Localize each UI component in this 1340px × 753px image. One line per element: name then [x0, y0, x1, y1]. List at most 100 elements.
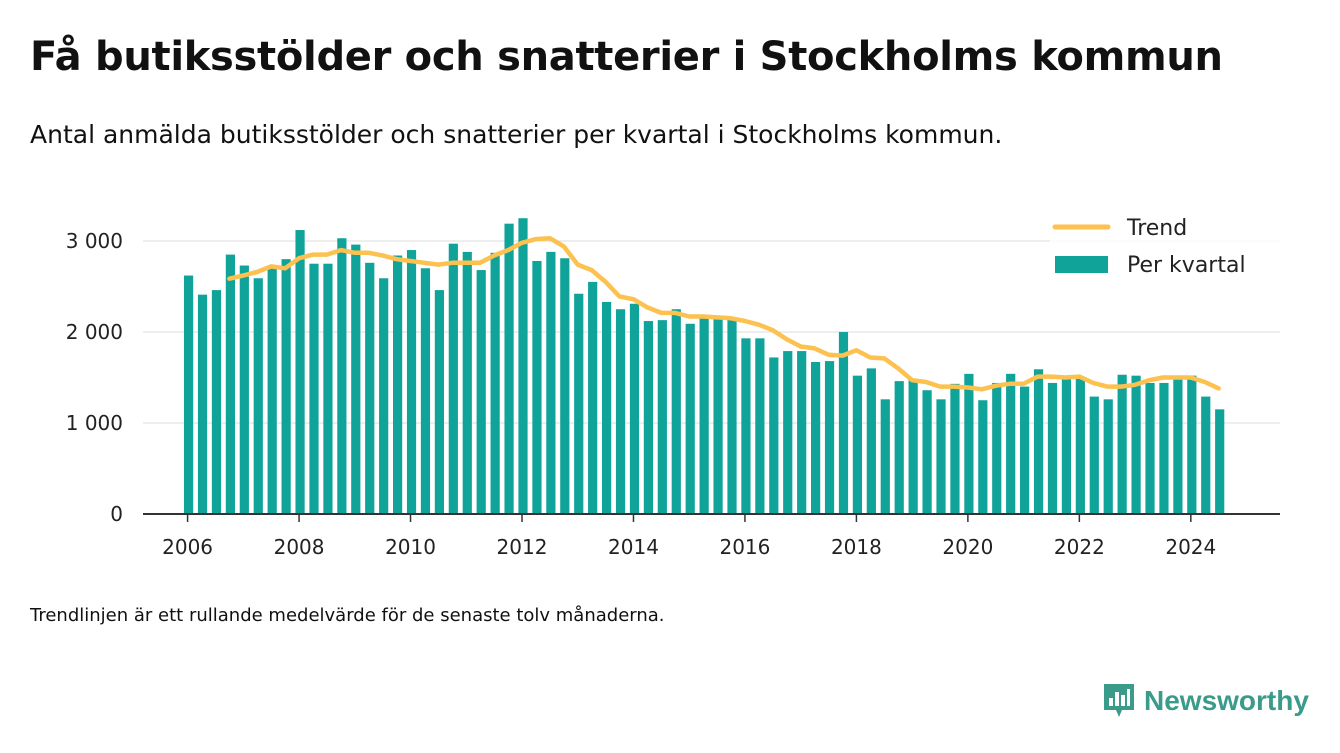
x-tick-label: 2014 — [608, 535, 659, 559]
bar — [880, 399, 890, 514]
bar — [588, 281, 598, 514]
bar — [992, 382, 1002, 514]
bar — [1117, 374, 1127, 514]
bar — [1020, 386, 1030, 514]
bar — [295, 230, 305, 514]
bar — [1047, 382, 1058, 514]
bar — [1006, 373, 1016, 514]
bar — [560, 258, 570, 514]
brand-name: Newsworthy — [1144, 685, 1309, 716]
bar — [462, 251, 472, 514]
bar — [323, 263, 333, 514]
bar — [629, 303, 640, 514]
bar — [838, 331, 849, 514]
bar — [518, 218, 528, 515]
bar — [908, 379, 918, 514]
bar — [964, 373, 974, 514]
bar — [699, 318, 709, 514]
x-tick-label: 2024 — [1165, 535, 1216, 559]
bar — [532, 260, 542, 514]
x-tick-label: 2006 — [162, 535, 213, 559]
bar — [392, 255, 403, 514]
x-tick-label: 2020 — [942, 535, 993, 559]
chart: 0 1 000 2 000 3 000 2006 2008 2010 2012 2014 2016… — [65, 216, 1280, 559]
y-tick-label: 2 000 — [66, 320, 123, 344]
bar — [1089, 396, 1099, 514]
bar — [379, 278, 389, 514]
bar — [1187, 375, 1197, 514]
x-tick-label: 2016 — [719, 535, 770, 559]
bar — [769, 357, 779, 514]
x-tick-label: 2022 — [1054, 535, 1105, 559]
bar — [267, 266, 277, 514]
bar — [894, 381, 904, 514]
bar — [448, 243, 458, 514]
bar — [351, 244, 361, 514]
bar — [434, 290, 444, 514]
bar — [365, 262, 375, 514]
legend-label-bars: Per kvartal — [1127, 253, 1246, 278]
bar — [936, 399, 946, 514]
y-tick-label: 3 000 — [66, 229, 123, 253]
bar — [1131, 375, 1141, 514]
bar — [420, 268, 431, 514]
bar — [1033, 369, 1044, 514]
legend-label-trend: Trend — [1126, 216, 1187, 241]
bar — [671, 309, 681, 514]
bar — [211, 290, 222, 514]
bar — [727, 317, 737, 514]
bar — [574, 293, 584, 514]
bar — [797, 351, 807, 514]
bar — [615, 309, 626, 514]
x-tick-label: 2018 — [831, 535, 882, 559]
bar — [183, 275, 194, 514]
bar — [685, 323, 695, 514]
bar — [309, 263, 319, 514]
x-tick-label: 2012 — [497, 535, 548, 559]
bar — [755, 338, 765, 514]
y-tick-label: 0 — [110, 502, 123, 526]
bar — [811, 362, 821, 514]
bar — [978, 400, 988, 514]
bar — [1159, 382, 1169, 514]
bar — [1075, 377, 1085, 514]
bar — [922, 390, 932, 514]
trend-line — [227, 235, 1221, 392]
bar — [476, 270, 486, 514]
bar — [643, 321, 654, 514]
bar — [657, 320, 667, 514]
bar — [490, 252, 500, 515]
y-tick-label: 1 000 — [66, 411, 123, 435]
bar — [824, 361, 835, 514]
x-tick-label: 2010 — [385, 535, 436, 559]
bar — [406, 250, 417, 514]
bar — [546, 251, 556, 514]
bar — [1215, 409, 1225, 514]
bar — [1145, 382, 1155, 514]
chart-title: Få butiksstölder och snatterier i Stockh… — [30, 34, 1223, 80]
x-tick-label: 2008 — [274, 535, 325, 559]
newsworthy-logo-icon — [1104, 684, 1134, 717]
bar — [504, 223, 514, 515]
legend-swatch-bars — [1055, 256, 1108, 273]
bar — [1201, 396, 1211, 514]
bar — [741, 338, 751, 514]
bar — [1173, 375, 1183, 514]
bar — [253, 278, 263, 514]
bar — [225, 254, 235, 514]
bar — [866, 368, 876, 514]
bar — [337, 238, 347, 515]
chart-subtitle: Antal anmälda butiksstölder och snatteri… — [30, 120, 1003, 149]
bar — [713, 317, 723, 514]
bar — [197, 294, 208, 514]
bar — [281, 259, 291, 514]
brand-logo[interactable]: Newsworthy — [1102, 682, 1309, 720]
bar — [783, 351, 793, 514]
bar — [239, 265, 249, 514]
chart-footnote: Trendlinjen är ett rullande medelvärde f… — [30, 605, 665, 626]
bar — [852, 375, 863, 514]
bar — [1103, 399, 1113, 514]
bar — [1061, 379, 1072, 514]
bar — [602, 301, 612, 514]
bar — [950, 383, 960, 514]
